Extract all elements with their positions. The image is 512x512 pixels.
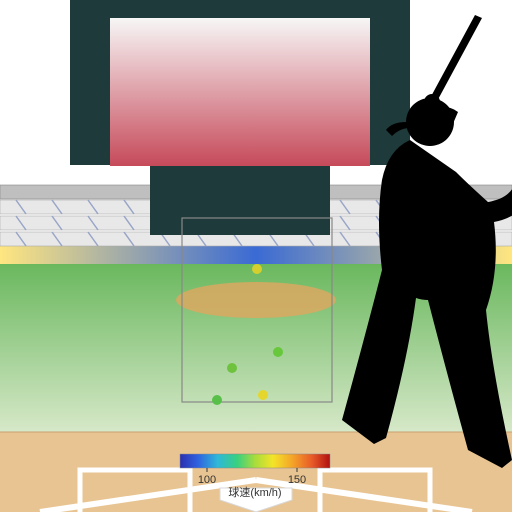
- pitch-marker: [212, 395, 222, 405]
- hands: [424, 94, 440, 110]
- pitch-marker: [227, 363, 237, 373]
- scoreboard-screen: [110, 18, 370, 166]
- scoreboard-support: [150, 165, 330, 235]
- pitchers-mound: [176, 282, 336, 318]
- colorbar-label: 球速(km/h): [228, 485, 281, 499]
- pitch-marker: [252, 264, 262, 274]
- colorbar-tick-label: 100: [198, 474, 216, 486]
- pitch-location-chart: 100 150 球速(km/h): [0, 0, 512, 512]
- speed-colorbar: [180, 454, 330, 468]
- colorbar-tick-label: 150: [288, 474, 306, 486]
- pitch-marker: [258, 390, 268, 400]
- pitch-marker: [273, 347, 283, 357]
